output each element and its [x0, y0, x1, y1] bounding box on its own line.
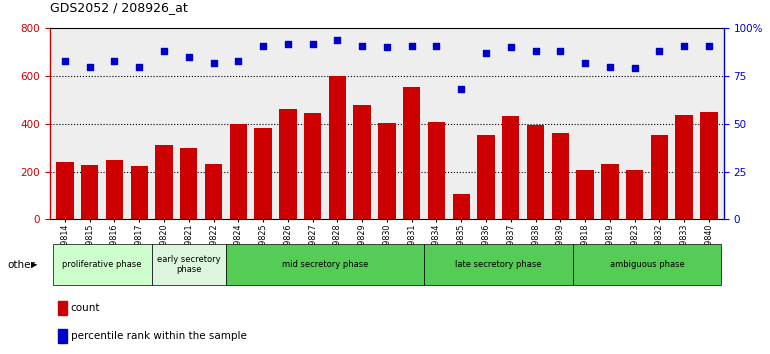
Point — [480, 50, 492, 56]
Bar — [205, 164, 223, 219]
Point — [257, 43, 270, 48]
Bar — [152, 244, 226, 285]
Point — [331, 37, 343, 42]
Point — [380, 45, 393, 50]
Text: percentile rank within the sample: percentile rank within the sample — [71, 331, 246, 341]
Text: proliferative phase: proliferative phase — [62, 260, 142, 269]
Bar — [353, 105, 371, 219]
Point — [182, 54, 195, 60]
Text: early secretory
phase: early secretory phase — [157, 255, 220, 274]
Point — [455, 87, 467, 92]
Point — [83, 64, 95, 69]
Point — [604, 64, 616, 69]
Bar — [131, 166, 148, 219]
Bar — [156, 145, 172, 219]
Point — [406, 43, 418, 48]
Bar — [700, 112, 718, 219]
Bar — [105, 160, 123, 219]
Bar — [626, 171, 643, 219]
Bar — [428, 121, 445, 219]
Bar — [403, 87, 420, 219]
Point — [109, 58, 121, 64]
Bar — [675, 115, 693, 219]
Point — [579, 60, 591, 65]
Point — [703, 43, 715, 48]
Bar — [527, 125, 544, 219]
Point — [430, 43, 443, 48]
Bar — [502, 116, 520, 219]
Bar — [229, 124, 247, 219]
Bar — [453, 194, 470, 219]
Bar — [651, 135, 668, 219]
Point — [356, 43, 368, 48]
Bar — [56, 162, 74, 219]
Point — [133, 64, 146, 69]
Point — [232, 58, 244, 64]
Point — [282, 41, 294, 46]
Bar — [477, 135, 494, 219]
Bar — [329, 76, 346, 219]
Text: other: other — [8, 259, 35, 270]
Point — [306, 41, 319, 46]
Text: GDS2052 / 208926_at: GDS2052 / 208926_at — [50, 1, 188, 14]
Point — [158, 48, 170, 54]
Bar — [254, 128, 272, 219]
Text: mid secretory phase: mid secretory phase — [282, 260, 368, 269]
Point — [504, 45, 517, 50]
Bar — [577, 170, 594, 219]
Bar — [573, 244, 721, 285]
Bar — [52, 244, 152, 285]
Bar — [81, 165, 99, 219]
Point — [628, 65, 641, 71]
Text: late secretory phase: late secretory phase — [455, 260, 541, 269]
Point — [59, 58, 71, 64]
Point — [653, 48, 665, 54]
Bar — [180, 148, 197, 219]
Bar — [424, 244, 573, 285]
Bar — [378, 123, 396, 219]
Point — [554, 48, 567, 54]
Text: count: count — [71, 303, 100, 313]
Text: ambiguous phase: ambiguous phase — [610, 260, 685, 269]
Bar — [601, 164, 618, 219]
Bar — [304, 113, 321, 219]
Point — [530, 48, 542, 54]
Point — [207, 60, 219, 65]
Bar — [226, 244, 424, 285]
Bar — [551, 133, 569, 219]
Point — [678, 43, 691, 48]
Text: ▶: ▶ — [31, 260, 37, 269]
Bar — [280, 109, 296, 219]
